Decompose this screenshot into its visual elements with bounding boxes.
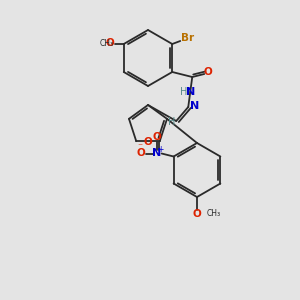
- Text: H: H: [180, 87, 187, 97]
- Text: O: O: [144, 137, 152, 147]
- Text: CH₃: CH₃: [100, 38, 114, 47]
- Text: +: +: [158, 145, 164, 154]
- Text: ⁻: ⁻: [137, 142, 142, 152]
- Text: O: O: [152, 133, 161, 142]
- Text: O: O: [193, 209, 201, 219]
- Text: N: N: [190, 101, 199, 111]
- Text: CH₃: CH₃: [207, 209, 221, 218]
- Text: H: H: [168, 117, 175, 127]
- Text: O: O: [105, 38, 114, 48]
- Text: N: N: [186, 87, 195, 97]
- Text: O: O: [136, 148, 145, 158]
- Text: N: N: [152, 148, 161, 158]
- Text: O: O: [204, 67, 213, 77]
- Text: Br: Br: [181, 33, 194, 43]
